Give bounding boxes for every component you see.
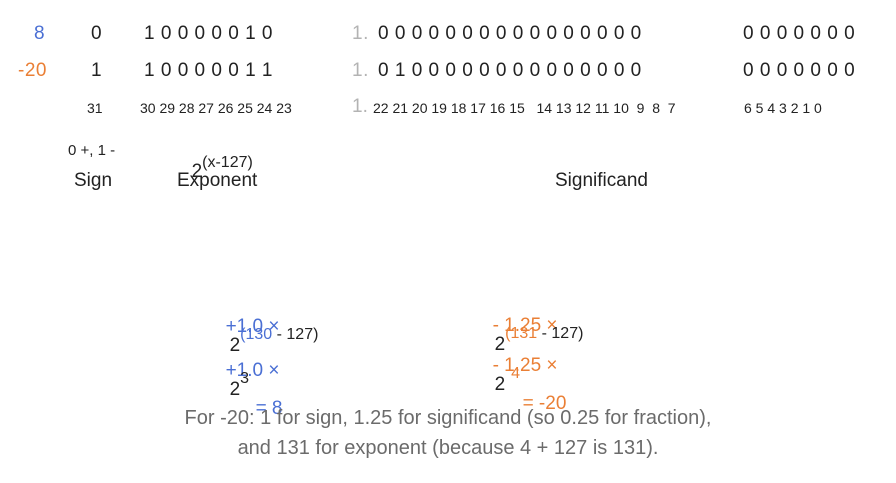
exponent-formula-power: (x-127) bbox=[202, 154, 253, 171]
exponent-formula: 2(x-127) bbox=[181, 143, 253, 182]
example-8-line1-coef: +1.0 × bbox=[225, 316, 280, 337]
example-neg20-result: = -20 bbox=[522, 393, 567, 414]
example-neg20-line2: - 1.25 × 24 = -20 bbox=[482, 337, 567, 414]
row-neg20-sign-bit: 1 bbox=[91, 60, 103, 81]
caption-line-1: For -20: 1 for sign, 1.25 for significan… bbox=[184, 407, 712, 429]
example-neg20-exp-num: (131 bbox=[505, 325, 538, 342]
example-neg20-line2-exponent: 4 bbox=[511, 365, 521, 382]
example-8-line1-base: 2 bbox=[229, 335, 241, 356]
example-neg20-line1: - 1.25 × 2(131 - 127) bbox=[482, 297, 584, 355]
row-8-sign-bit: 0 bbox=[91, 23, 103, 44]
exponent-formula-base: 2 bbox=[191, 161, 203, 182]
caption-line-2: and 131 for exponent (because 4 + 127 is… bbox=[237, 437, 659, 459]
row-neg20-value: -20 bbox=[18, 60, 47, 81]
example-8-result: = 8 bbox=[255, 398, 283, 419]
example-neg20-line2-base: 2 bbox=[494, 374, 506, 395]
example-neg20-line1-coef: - 1.25 × bbox=[492, 315, 558, 336]
row-neg20-fraction-bits-low: 0 0 0 0 0 0 0 bbox=[743, 60, 856, 81]
row-8-fraction-bits-low: 0 0 0 0 0 0 0 bbox=[743, 23, 856, 44]
bit-index-exponent: 30 29 28 27 26 25 24 23 bbox=[140, 100, 292, 116]
row-neg20-fraction-bits-high: 0 1 0 0 0 0 0 0 0 0 0 0 0 0 0 0 bbox=[378, 60, 642, 81]
example-8-exp-num: (130 bbox=[240, 326, 273, 343]
row-neg20-exponent-bits: 1 0 0 0 0 0 1 1 bbox=[144, 60, 273, 81]
example-8-line1-exponent: (130 - 127) bbox=[240, 326, 318, 343]
example-neg20-line1-exponent: (131 - 127) bbox=[505, 325, 583, 342]
example-neg20-line1-base: 2 bbox=[494, 334, 506, 355]
exponent-label: Exponent bbox=[177, 170, 258, 191]
sign-note: 0 +, 1 - bbox=[68, 142, 116, 159]
example-8-line2-exponent: 3 bbox=[240, 370, 250, 387]
example-8-line1: +1.0 × 2(130 - 127) bbox=[215, 298, 319, 356]
example-neg20-exp-rest: - 127) bbox=[537, 325, 584, 342]
bit-index-fraction-high: 22 21 20 19 18 17 16 15 14 13 12 11 10 9… bbox=[373, 100, 676, 116]
bit-index-lead: 1. bbox=[352, 96, 368, 117]
example-8-line2-coef: +1.0 × bbox=[225, 360, 280, 381]
row-neg20-implicit-lead: 1. bbox=[352, 60, 369, 81]
example-8-line2-base: 2 bbox=[229, 379, 241, 400]
example-8-exp-rest: - 127) bbox=[272, 326, 319, 343]
example-8-line2: +1.0 × 23 = 8 bbox=[215, 342, 283, 418]
bit-index-sign: 31 bbox=[87, 100, 103, 116]
row-8-value: 8 bbox=[34, 23, 46, 44]
bit-index-fraction-low: 6 5 4 3 2 1 0 bbox=[744, 100, 822, 116]
significand-label: Significand bbox=[555, 170, 648, 191]
row-8-exponent-bits: 1 0 0 0 0 0 1 0 bbox=[144, 23, 273, 44]
row-8-implicit-lead: 1. bbox=[352, 23, 369, 44]
sign-label: Sign bbox=[74, 170, 113, 191]
row-8-fraction-bits-high: 0 0 0 0 0 0 0 0 0 0 0 0 0 0 0 0 bbox=[378, 23, 642, 44]
example-neg20-line2-coef: - 1.25 × bbox=[492, 355, 558, 376]
